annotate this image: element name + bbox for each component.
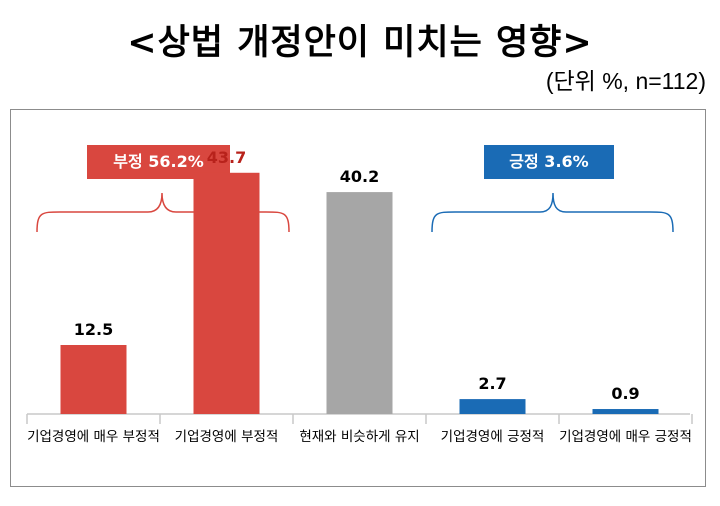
unit-note: (단위 %, n=112) <box>545 68 706 94</box>
negative-brace <box>36 192 290 233</box>
bar-3 <box>326 192 393 414</box>
category-label-1: 기업경영에 매우 부정적 <box>27 429 160 445</box>
value-label-5: 0.9 <box>611 384 639 403</box>
category-label-5: 기업경영에 매우 긍정적 <box>559 429 692 445</box>
value-label-3: 40.2 <box>340 167 379 186</box>
bar-1 <box>60 345 127 414</box>
positive-group-label: 긍정 3.6% <box>484 145 614 179</box>
bar-4 <box>459 399 526 414</box>
value-label-2: 43.7 <box>207 148 246 167</box>
category-label-2: 기업경영에 부정적 <box>174 429 279 445</box>
positive-brace <box>431 192 674 233</box>
chart-frame <box>10 109 706 487</box>
bar-2 <box>193 172 260 414</box>
category-label-4: 기업경영에 긍정적 <box>440 429 545 445</box>
value-label-4: 2.7 <box>478 374 506 393</box>
bar-5 <box>592 409 659 414</box>
value-label-1: 12.5 <box>74 320 113 339</box>
chart-title: <상법 개정안이 미치는 영향> <box>127 23 593 63</box>
category-label-3: 현재와 비슷하게 유지 <box>299 429 420 445</box>
